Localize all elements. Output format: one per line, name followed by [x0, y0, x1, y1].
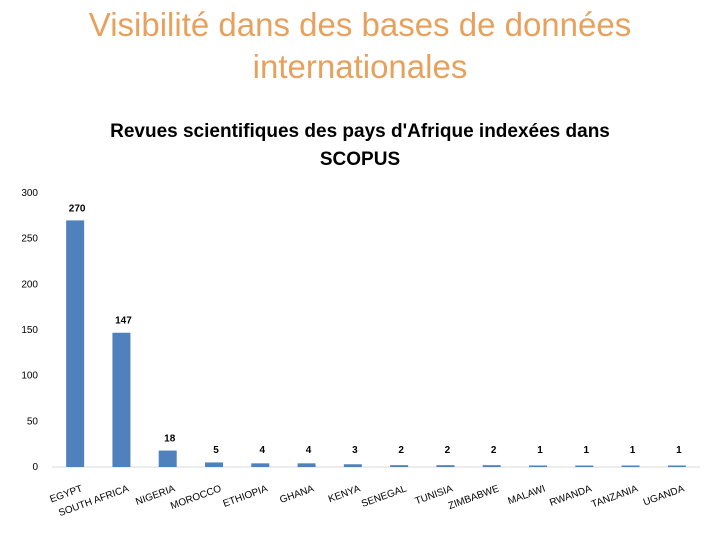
data-label: 147: [115, 316, 132, 327]
slide-title-line2: internationales: [252, 48, 468, 85]
bar-tunisia: [436, 465, 455, 467]
bar-malawi: [529, 465, 547, 467]
bar-egypt: [66, 220, 85, 467]
data-label: 18: [164, 434, 176, 445]
y-tick-label: 150: [21, 325, 38, 336]
data-label: 270: [69, 203, 86, 214]
y-tick-label: 100: [21, 371, 38, 382]
slide-title-line1: Visibilité dans des bases de données: [88, 6, 632, 43]
x-tick-label: KENYA: [327, 483, 362, 505]
y-tick-label: 200: [21, 279, 38, 290]
data-label: 5: [213, 445, 219, 456]
x-tick-label: MALAWI: [507, 483, 547, 507]
x-tick-label: ZIMBABWE: [447, 483, 501, 512]
x-tick-label: MOROCCO: [169, 483, 223, 512]
bar-morocco: [205, 462, 223, 467]
x-tick-label: SENEGAL: [360, 483, 409, 510]
bar-rwanda: [575, 465, 594, 467]
bar-tanzania: [621, 465, 640, 467]
data-label: 2: [491, 445, 497, 456]
data-label: 1: [676, 445, 682, 456]
data-label: 1: [537, 445, 543, 456]
chart-title-line1: Revues scientifiques des pays d'Afrique …: [110, 121, 610, 142]
bar-senegal: [390, 465, 409, 467]
data-label: 4: [306, 445, 312, 456]
y-tick-label: 250: [21, 234, 38, 245]
data-label: 1: [630, 445, 636, 456]
data-label: 3: [352, 445, 358, 456]
x-tick-label: GHANA: [278, 483, 315, 506]
bar-nigeria: [158, 450, 177, 467]
slide-title: Visibilité dans des bases de données int…: [40, 4, 680, 88]
bar-zimbabwe: [482, 465, 501, 467]
bars: [66, 220, 686, 467]
chart-title-line2: SCOPUS: [319, 149, 401, 170]
data-label: 4: [260, 445, 266, 456]
x-tick-label: RWANDA: [548, 483, 593, 508]
bar-south-africa: [112, 332, 131, 467]
data-label: 2: [445, 445, 451, 456]
x-tick-label: ETHIOPIA: [222, 483, 270, 509]
y-tick-label: 0: [32, 462, 38, 473]
data-labels: 270 147 18 5 4 4 3 2 2 2 1 1 1 1: [69, 203, 682, 456]
data-label: 2: [398, 445, 404, 456]
x-tick-label: TANZANIA: [590, 483, 640, 510]
y-axis-ticks: 0 50 100 150 200 250 300: [21, 188, 38, 473]
bar-ethiopia: [251, 463, 270, 467]
chart-title: Revues scientifiques des pays d'Afrique …: [60, 118, 660, 174]
data-label: 1: [584, 445, 590, 456]
x-tick-label: UGANDA: [642, 483, 686, 508]
y-tick-label: 50: [27, 416, 39, 427]
bar-kenya: [343, 464, 362, 467]
bar-ghana: [297, 463, 316, 467]
bar-uganda: [667, 465, 686, 467]
y-tick-label: 300: [21, 188, 38, 199]
